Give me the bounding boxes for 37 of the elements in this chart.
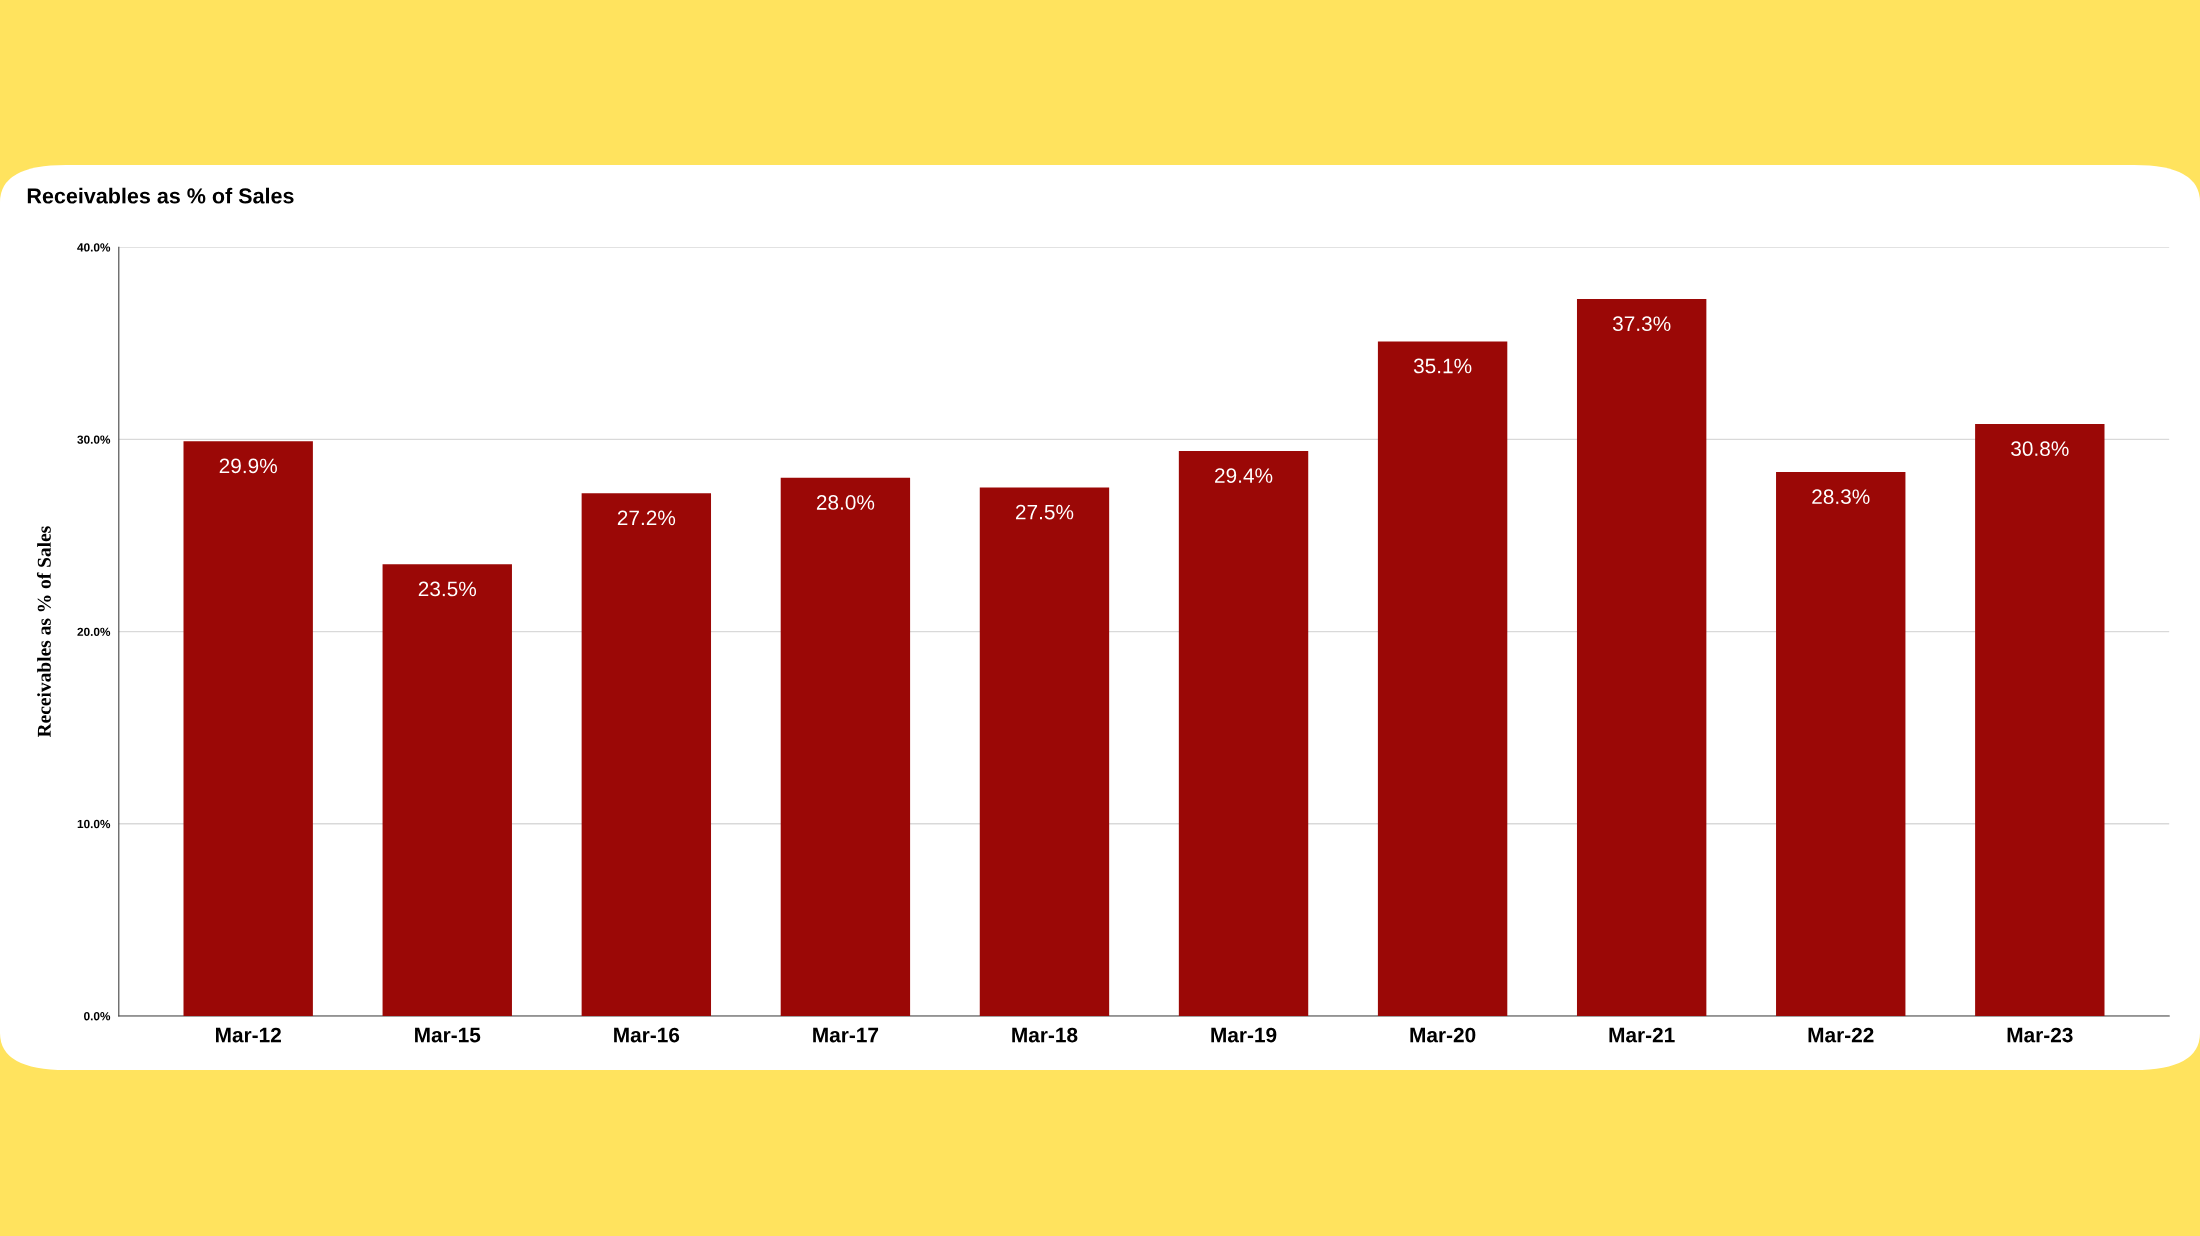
data-label: 30.8%	[2011, 441, 2069, 457]
x-tick-label: Mar-16	[614, 1027, 680, 1043]
x-tick-label: Mar-12	[216, 1027, 281, 1043]
bar	[1377, 341, 1508, 1016]
data-label: 29.9%	[219, 458, 277, 474]
bar	[382, 564, 512, 1016]
x-tick-label: Mar-15	[415, 1027, 481, 1043]
x-tick-label: Mar-19	[1211, 1027, 1277, 1043]
y-axis-title: Receivables as % of Sales	[36, 526, 51, 738]
data-label: 28.0%	[816, 495, 875, 510]
x-tick-label: Mar-23	[2007, 1027, 2073, 1043]
x-tick-label: Mar-22	[1808, 1027, 1874, 1043]
bar	[1178, 450, 1309, 1016]
x-tick-label: Mar-18	[1012, 1027, 1078, 1043]
data-label: 27.5%	[1015, 504, 1074, 520]
bar	[979, 487, 1110, 1016]
bar	[1975, 424, 2105, 1016]
x-tick-label: Mar-21	[1609, 1027, 1675, 1043]
y-tick-label: 40.0%	[77, 243, 111, 252]
data-label: 28.3%	[1812, 489, 1870, 505]
bar	[581, 493, 712, 1016]
chart-title: Receivables as % of Sales	[27, 187, 294, 204]
y-tick-label: 0.0%	[84, 1012, 111, 1021]
bar	[1576, 299, 1707, 1016]
data-label: 37.3%	[1612, 316, 1671, 332]
data-label: 35.1%	[1413, 358, 1472, 374]
data-label: 27.2%	[617, 510, 676, 526]
bar	[1776, 472, 1906, 1016]
y-tick-label: 10.0%	[77, 819, 111, 829]
x-tick-label: Mar-20	[1410, 1027, 1476, 1043]
y-tick-label: 30.0%	[77, 435, 111, 444]
data-label: 29.4%	[1215, 468, 1273, 483]
x-tick-label: Mar-17	[813, 1027, 879, 1043]
bar	[183, 441, 313, 1016]
y-tick-label: 20.0%	[77, 627, 111, 636]
data-label: 23.5%	[418, 581, 477, 597]
bar	[780, 477, 911, 1016]
